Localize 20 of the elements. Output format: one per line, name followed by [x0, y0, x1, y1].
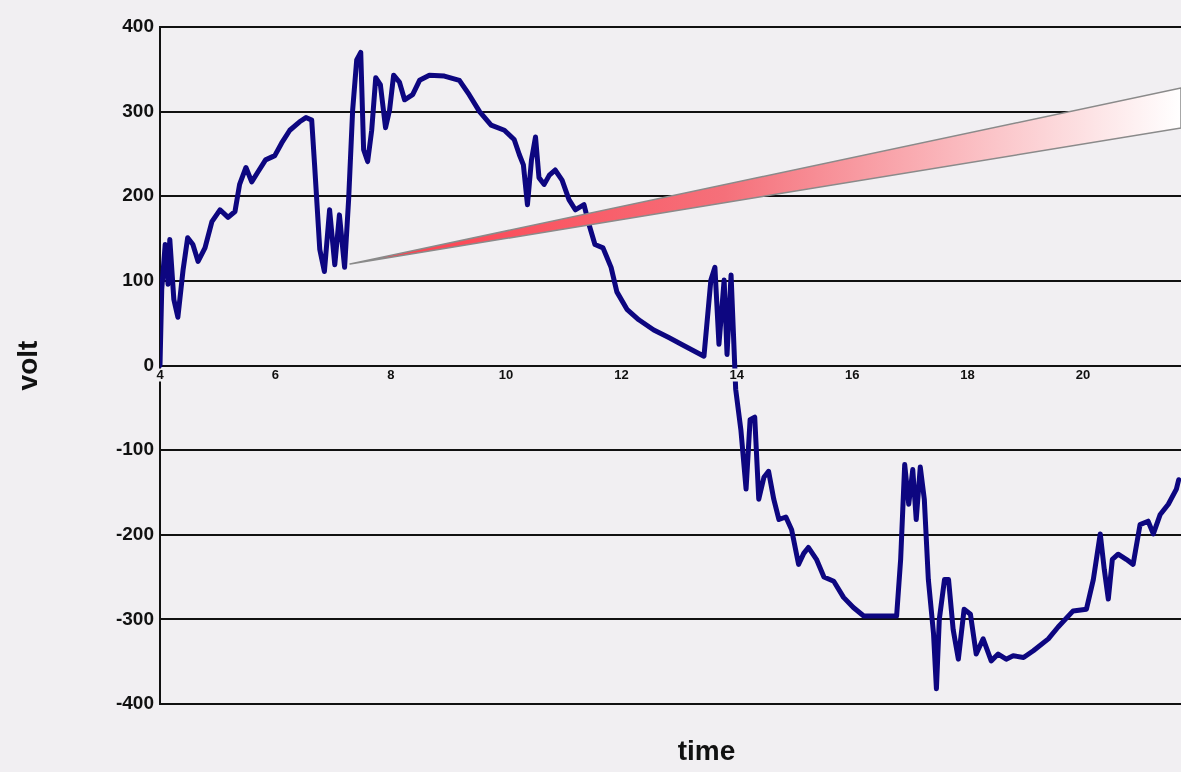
x-tick-label: 20: [1075, 367, 1091, 383]
y-tick-label: -100: [115, 438, 154, 460]
y-tick-label: -200: [115, 522, 154, 544]
x-tick-label: 4: [156, 367, 165, 383]
x-tick-label: 8: [387, 367, 395, 383]
x-axis-title: time: [677, 734, 736, 766]
x-tick-label: 16: [844, 367, 860, 383]
y-tick-label: 0: [143, 353, 154, 375]
y-tick-label: -400: [115, 692, 154, 714]
y-tick-label: 100: [122, 269, 154, 291]
x-tick-label: 6: [271, 367, 279, 383]
y-tick-label: -300: [115, 607, 154, 629]
y-tick-label: 300: [122, 99, 154, 121]
y-tick-label: 200: [122, 184, 154, 206]
x-tick-label: 12: [614, 367, 629, 383]
x-tick-label: 18: [960, 367, 975, 383]
x-tick-label: 14: [729, 367, 745, 383]
y-tick-label: 400: [122, 15, 154, 37]
x-tick-label: 10: [498, 367, 514, 383]
y-axis-title: volt: [11, 340, 43, 391]
